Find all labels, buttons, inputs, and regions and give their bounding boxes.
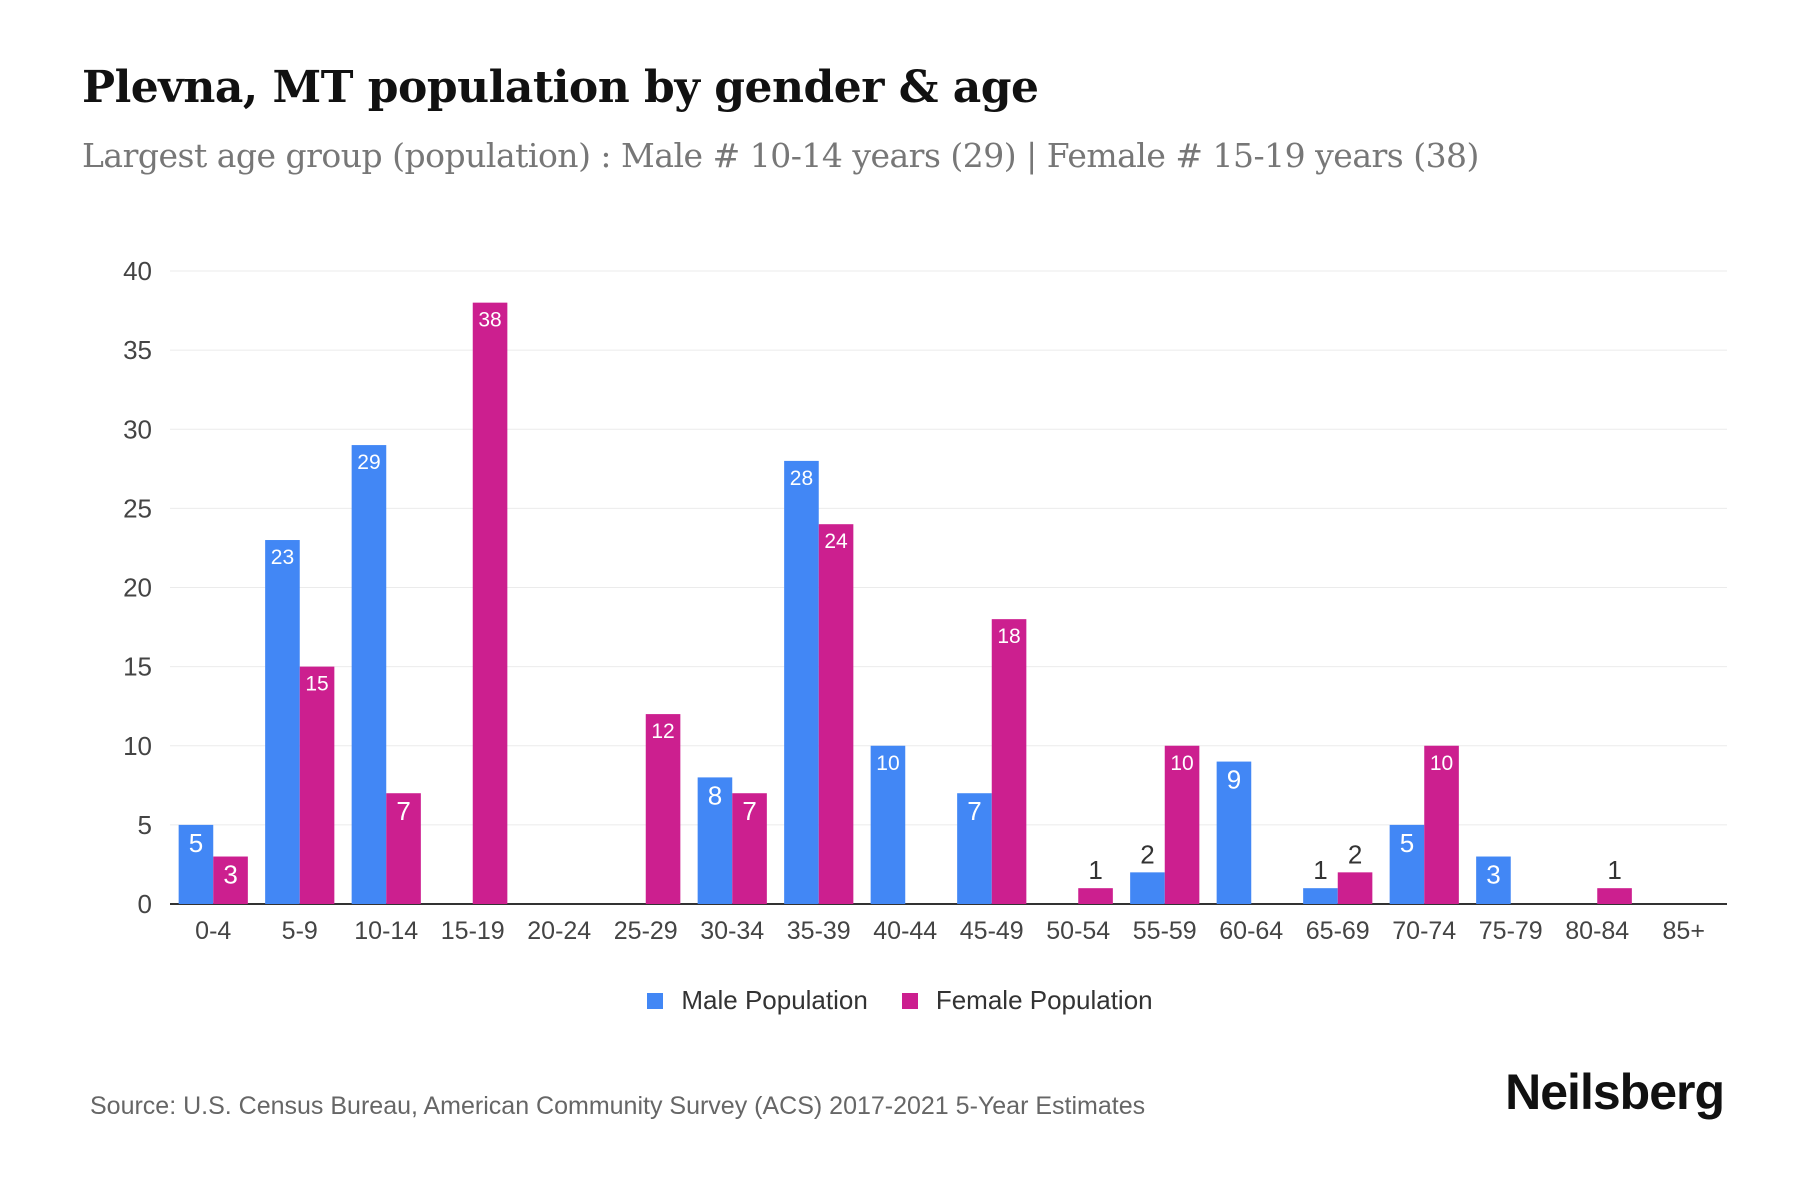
bar-female [1424,745,1459,904]
data-label: 7 [396,796,410,826]
legend-item-female[interactable]: Female Population [901,985,1153,1016]
bar-female [732,793,767,904]
data-label: 1 [1607,855,1621,885]
bar-male [265,540,300,904]
y-tick-label: 40 [123,256,152,286]
x-axis-ticks: 0-4 5-9 10-14 15-19 20-24 25-29 30-34 35-39 40-4… [195,917,1705,945]
gridlines [170,270,1727,905]
x-tick-label: 40-44 [873,917,937,945]
x-tick-label: 5-9 [282,917,318,945]
y-tick-label: 5 [138,810,152,840]
bar-female [1078,888,1113,904]
x-tick-label: 80-84 [1565,917,1629,945]
data-label: 10 [876,752,899,775]
x-tick-label: 10-14 [354,917,418,945]
data-label: 7 [967,796,981,826]
bar-male [784,460,819,904]
bar-female [645,714,681,904]
x-tick-label: 70-74 [1392,917,1456,945]
legend-swatch-male [647,992,664,1009]
bar-female [1337,872,1373,904]
legend-label-male: Male Population [681,985,868,1015]
y-tick-label: 10 [123,731,152,761]
data-label: 3 [1486,860,1500,890]
data-label: 38 [478,309,501,332]
y-tick-label: 0 [138,889,152,919]
bar-female [1597,888,1632,904]
legend-label-female: Female Population [935,985,1153,1015]
x-tick-label: 35-39 [787,917,851,945]
x-tick-label: 60-64 [1219,917,1283,945]
data-label: 24 [824,530,848,553]
y-tick-label: 20 [123,573,152,603]
y-axis-ticks: 0 5 10 15 20 25 30 35 40 [123,256,152,919]
bar-male [178,824,214,904]
data-label: 5 [189,828,203,858]
y-tick-label: 25 [123,493,152,523]
data-label: 12 [651,720,674,743]
bar-male [870,745,906,904]
data-label: 1 [1313,855,1327,885]
bar-female [991,619,1027,904]
y-tick-label: 30 [123,414,152,444]
chart-subtitle: Largest age group (population) : Male # … [82,136,1479,175]
x-tick-label: 20-24 [527,917,591,945]
legend-swatch-female [901,992,918,1009]
data-label: 7 [742,796,756,826]
y-tick-label: 15 [123,652,152,682]
data-label: 23 [271,546,294,569]
x-tick-label: 15-19 [441,917,505,945]
x-tick-label: 25-29 [614,917,678,945]
bar-male [957,793,992,904]
y-tick-label: 35 [123,335,152,365]
data-label: 3 [223,860,237,890]
bar-female [1164,745,1200,904]
bar-female [818,524,854,904]
bar-male [1389,824,1425,904]
data-label: 5 [1400,828,1414,858]
data-label: 8 [708,780,722,810]
legend-item-male[interactable]: Male Population [647,985,868,1016]
bar-male [1476,856,1511,904]
x-tick-label: 0-4 [195,917,231,945]
data-label: 10 [1430,752,1453,775]
bar-female [386,793,421,904]
bar-male [1303,888,1338,904]
bar-female [472,302,508,904]
bar-female [213,856,248,904]
x-tick-label: 50-54 [1046,917,1110,945]
chart-title: Plevna, MT population by gender & age [82,62,1039,113]
x-tick-label: 30-34 [700,917,764,945]
x-tick-label: 45-49 [960,917,1024,945]
data-label: 18 [997,625,1020,648]
data-label: 10 [1170,752,1193,775]
bar-male [697,777,733,904]
data-label: 28 [790,467,813,490]
source-note: Source: U.S. Census Bureau, American Com… [90,1092,1146,1120]
bar-female [299,666,335,904]
data-label: 29 [357,451,380,474]
bar-male [1130,872,1165,904]
bar-male [1216,761,1252,904]
data-label: 2 [1348,839,1362,869]
x-tick-label: 85+ [1663,917,1705,945]
data-label: 2 [1140,839,1154,869]
bar-male [351,445,387,904]
x-tick-label: 75-79 [1479,917,1543,945]
data-label: 15 [305,673,328,696]
x-tick-label: 55-59 [1133,917,1197,945]
x-tick-label: 65-69 [1306,917,1370,945]
data-label: 9 [1227,765,1241,795]
legend: Male Population Female Population [0,985,1800,1016]
data-label: 1 [1088,855,1102,885]
neilsberg-logo: Neilsberg [1505,1064,1725,1120]
